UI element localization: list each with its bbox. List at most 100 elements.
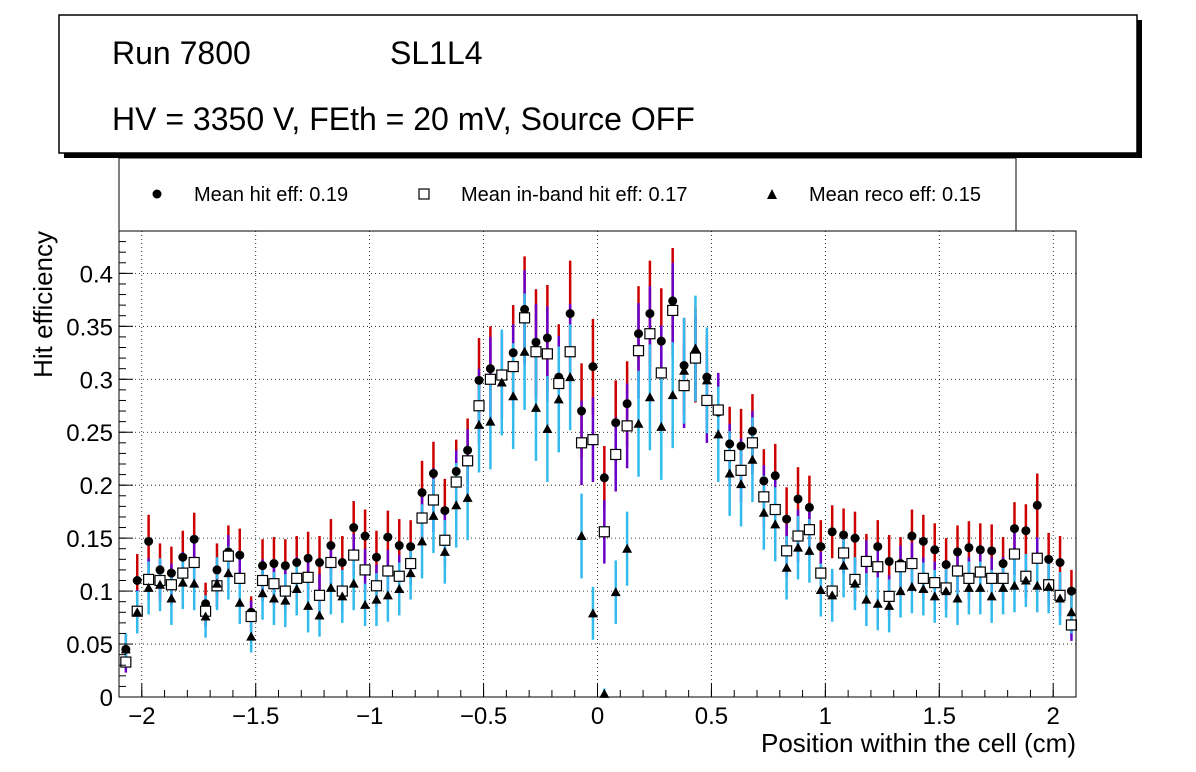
hit-eff-point xyxy=(565,309,575,319)
reco-eff-point xyxy=(736,479,747,489)
reco-eff-point xyxy=(519,346,530,356)
hit-eff-point xyxy=(383,532,393,542)
reco-eff-point xyxy=(508,391,519,401)
hit-eff-point xyxy=(622,399,632,409)
reco-eff-point xyxy=(963,582,974,592)
inband-eff-point xyxy=(894,561,907,573)
reco-eff-point xyxy=(667,390,678,400)
hit-eff-point xyxy=(656,336,666,346)
reco-eff-point xyxy=(918,583,929,593)
legend-marker-inband xyxy=(418,188,430,200)
x-tick-label: 1.5 xyxy=(923,703,956,730)
y-tick-label: 0.25 xyxy=(66,420,113,447)
hit-eff-point xyxy=(941,560,951,570)
header-box: Run 7800 SL1L4 HV = 3350 V, FEth = 20 mV… xyxy=(58,14,1142,158)
axis-ticks: −2 −1.5 −1 −0.5 0 0.5 1 1.5 2 0 0.05 0.1 0.15 0.2 0.25… xyxy=(66,241,1077,730)
inband-eff-point xyxy=(974,566,986,578)
hit-eff-point xyxy=(394,541,404,551)
hit-eff-point xyxy=(144,536,154,546)
reco-eff-point xyxy=(758,507,769,517)
x-tick-label: −1.5 xyxy=(232,703,279,730)
inband-eff-point xyxy=(268,578,280,590)
inband-eff-point xyxy=(348,549,360,561)
hit-eff-point xyxy=(953,547,963,557)
hit-eff-point xyxy=(816,542,826,552)
hit-eff-point xyxy=(258,561,268,571)
hit-eff-point xyxy=(166,568,176,578)
reco-eff-point xyxy=(132,607,143,617)
hit-eff-point xyxy=(531,337,541,347)
hit-eff-point xyxy=(406,542,416,552)
hit-eff-point xyxy=(189,534,199,544)
reco-eff-point xyxy=(1032,580,1043,590)
hit-eff-point xyxy=(542,333,552,343)
inband-eff-point xyxy=(815,567,827,579)
layer-label: SL1L4 xyxy=(390,35,483,71)
x-tick-label: 0 xyxy=(591,703,604,730)
inband-eff-point xyxy=(359,564,371,576)
hit-eff-point xyxy=(782,514,792,524)
reco-eff-point xyxy=(747,454,758,464)
inband-eff-point xyxy=(837,547,850,559)
hit-eff-point xyxy=(725,439,735,449)
inband-eff-point xyxy=(986,572,998,584)
inband-eff-point xyxy=(575,437,588,449)
reco-eff-point xyxy=(462,492,473,502)
hit-eff-point xyxy=(1009,524,1019,534)
inband-eff-point xyxy=(313,589,326,601)
hit-eff-point xyxy=(326,541,336,551)
inband-eff-point xyxy=(177,567,189,579)
inband-eff-point xyxy=(325,556,337,569)
hit-eff-point xyxy=(1021,526,1031,536)
hit-eff-point xyxy=(964,543,974,553)
inband-eff-point xyxy=(541,348,553,360)
inband-eff-point xyxy=(245,610,257,623)
inband-eff-point xyxy=(678,380,690,392)
reco-eff-point xyxy=(884,600,895,610)
reco-eff-point xyxy=(485,416,496,426)
reco-eff-point xyxy=(474,419,485,429)
hit-eff-point xyxy=(132,576,142,585)
hit-eff-point xyxy=(599,473,609,483)
inband-eff-point xyxy=(484,373,497,385)
reco-eff-point xyxy=(690,343,701,353)
y-tick-label: 0.1 xyxy=(80,579,113,606)
inband-eff-point xyxy=(553,377,565,390)
hit-eff-point xyxy=(315,557,325,567)
reco-eff-point xyxy=(291,583,302,593)
x-tick-label: −1 xyxy=(356,703,383,730)
hit-eff-point xyxy=(292,557,302,567)
inband-eff-point xyxy=(393,570,405,582)
hit-eff-point xyxy=(1032,500,1042,510)
legend-label-hit: Mean hit eff: 0.19 xyxy=(194,184,348,206)
inband-eff-point xyxy=(1065,619,1078,631)
hit-eff-point xyxy=(349,523,359,533)
reco-eff-point xyxy=(1055,593,1066,603)
reco-eff-point xyxy=(861,594,872,604)
hit-eff-point xyxy=(839,530,849,540)
inband-eff-point xyxy=(781,545,793,557)
inband-eff-point xyxy=(256,574,269,587)
reco-eff-point xyxy=(428,510,439,520)
y-tick-label: 0.05 xyxy=(66,632,113,659)
inband-eff-point xyxy=(906,557,918,570)
data-markers xyxy=(120,296,1078,698)
reco-eff-point xyxy=(724,468,735,478)
reco-eff-point xyxy=(325,582,336,592)
y-tick-label: 0.15 xyxy=(66,526,113,553)
hit-eff-point xyxy=(804,502,814,512)
x-tick-label: 0.5 xyxy=(695,703,728,730)
reco-eff-point xyxy=(405,568,416,578)
hit-eff-point xyxy=(679,361,689,371)
reco-eff-point xyxy=(280,595,291,605)
inband-eff-point xyxy=(860,555,872,568)
y-axis-label: Hit efficiency xyxy=(28,231,58,378)
y-tick-label: 0.2 xyxy=(80,473,113,500)
inband-eff-point xyxy=(291,572,303,584)
reco-eff-point xyxy=(348,578,359,588)
reco-eff-point xyxy=(998,582,1009,592)
hit-eff-point xyxy=(428,469,438,479)
inband-eff-point xyxy=(758,491,770,503)
inband-eff-point xyxy=(450,476,462,488)
